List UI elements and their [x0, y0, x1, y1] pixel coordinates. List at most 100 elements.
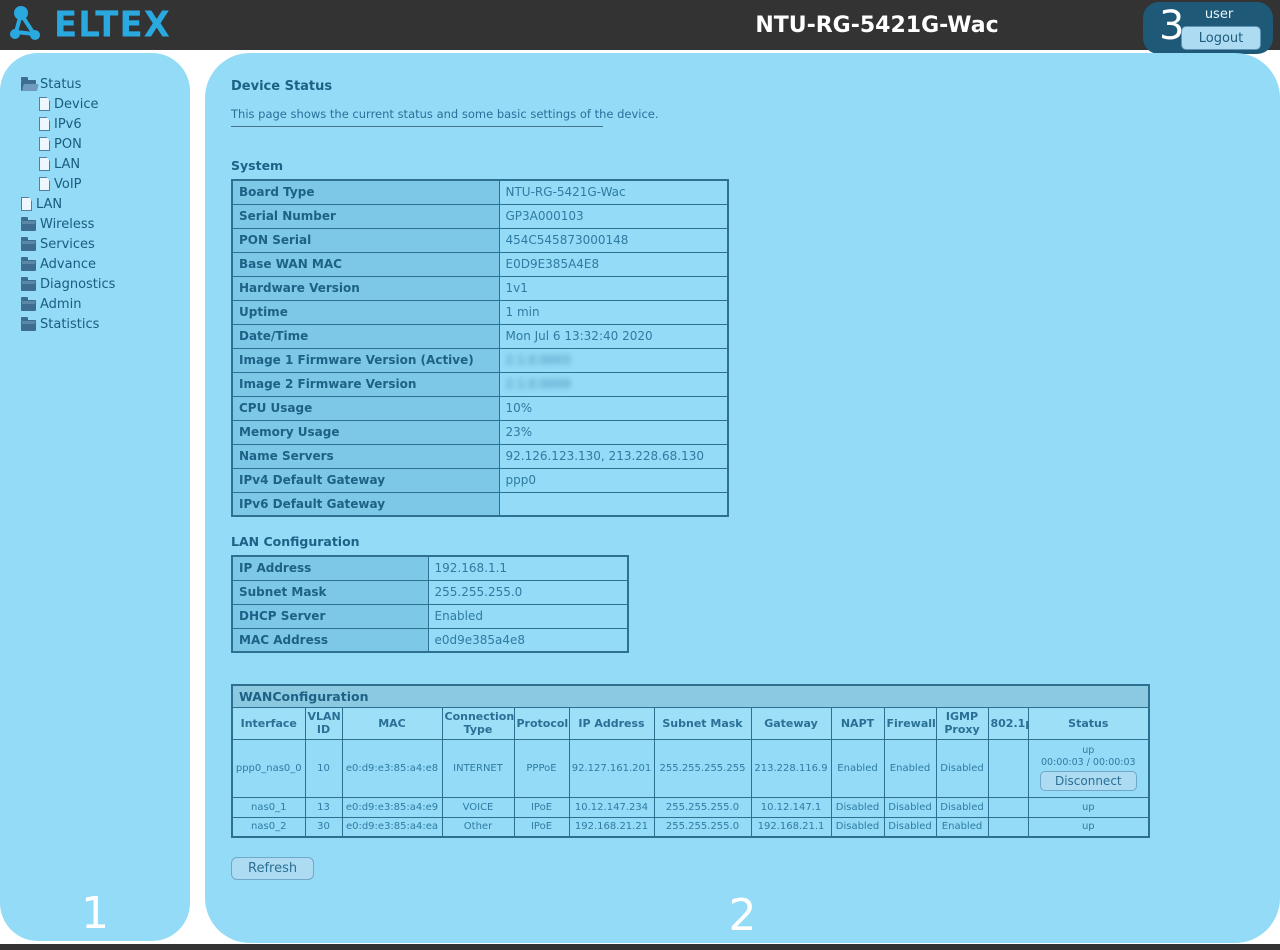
- username-label: user: [1204, 7, 1234, 22]
- sidebar-item[interactable]: Device: [0, 94, 190, 114]
- logout-button[interactable]: Logout: [1181, 26, 1261, 50]
- sidebar-item[interactable]: IPv6: [0, 114, 190, 134]
- cell-firewall: Enabled: [883, 738, 937, 798]
- folder-open-icon: [21, 76, 36, 91]
- folder-icon: [21, 216, 36, 231]
- page-description: This page shows the current status and s…: [231, 107, 659, 121]
- sidebar-item[interactable]: Admin: [0, 294, 190, 314]
- row-value-text: 23%: [505, 425, 533, 439]
- sidebar-item[interactable]: Diagnostics: [0, 274, 190, 294]
- table-row: MAC Address e0d9e385a4e8: [231, 627, 629, 653]
- sidebar-item-label: IPv6: [54, 116, 82, 132]
- row-label: Uptime: [231, 299, 500, 325]
- row-label: IPv6 Default Gateway: [231, 491, 500, 517]
- cell-vlan-id: 10: [304, 738, 343, 798]
- sidebar-item-label: Statistics: [40, 316, 100, 332]
- cell-gateway: 192.168.21.1: [750, 816, 832, 838]
- refresh-button[interactable]: Refresh: [231, 857, 315, 880]
- table-row: Hardware Version 1v1: [231, 275, 729, 301]
- sidebar-item[interactable]: PON: [0, 134, 190, 154]
- table-row: Board Type NTU-RG-5421G-Wac: [231, 179, 729, 205]
- folder-icon: [21, 316, 36, 331]
- sidebar-item[interactable]: VoIP: [0, 174, 190, 194]
- file-icon: [39, 137, 50, 151]
- row-label: Image 2 Firmware Version: [231, 371, 500, 397]
- cell-interface: nas0_2: [231, 816, 306, 838]
- table-row: IPv6 Default Gateway: [231, 491, 729, 517]
- sidebar-item-label: Advance: [40, 256, 96, 272]
- cell-subnet-mask: 255.255.255.0: [653, 816, 752, 838]
- cell-protocol: PPPoE: [513, 738, 570, 798]
- lan-heading: LAN Configuration: [231, 534, 360, 549]
- table-row: CPU Usage 10%: [231, 395, 729, 421]
- row-value: 10%: [498, 395, 729, 421]
- col-header-ip-address: IP Address: [568, 706, 655, 740]
- lan-table: IP Address 192.168.1.1 Subnet Mask 255.2…: [231, 555, 629, 653]
- row-label: Image 1 Firmware Version (Active): [231, 347, 500, 373]
- wan-row-nas0-1: nas0_1 13 e0:d9:e3:85:a4:e9 VOICE IPoE 1…: [231, 796, 1150, 818]
- folder-icon: [21, 236, 36, 251]
- sidebar: Status Device IPv6 PON: [0, 53, 190, 941]
- row-label: MAC Address: [231, 627, 429, 653]
- brand-text: ELTEX: [54, 4, 171, 46]
- cell-firewall: Disabled: [883, 796, 937, 818]
- row-value-text: 10%: [505, 401, 533, 415]
- sidebar-item[interactable]: Advance: [0, 254, 190, 274]
- sidebar-item-label: Admin: [40, 296, 82, 312]
- row-value-text: 1v1: [505, 281, 528, 295]
- cell-connection-type: INTERNET: [441, 738, 515, 798]
- col-header-connection-type: Connection Type: [441, 706, 515, 740]
- col-header-igmp-proxy: IGMP Proxy: [935, 706, 989, 740]
- table-row: Memory Usage 23%: [231, 419, 729, 445]
- table-row: Name Servers 92.126.123.130, 213.228.68.…: [231, 443, 729, 469]
- annotation-number-2: 2: [728, 890, 757, 941]
- wan-title-row: WANConfiguration: [231, 684, 1150, 708]
- row-value: 454C545873000148: [498, 227, 729, 253]
- sidebar-item[interactable]: LAN: [0, 194, 190, 214]
- cell-interface: nas0_1: [231, 796, 306, 818]
- wan-header-row: Interface VLAN ID MAC Connection Type Pr…: [231, 706, 1150, 740]
- col-header-napt: NAPT: [830, 706, 885, 740]
- cell-mac: e0:d9:e3:85:a4:e9: [341, 796, 443, 818]
- row-label: IPv4 Default Gateway: [231, 467, 500, 493]
- row-value: 2.1.0.0009: [498, 371, 729, 397]
- row-value-text: 454C545873000148: [505, 233, 629, 247]
- wan-row-nas0-2: nas0_2 30 e0:d9:e3:85:a4:ea Other IPoE 1…: [231, 816, 1150, 838]
- row-value: Enabled: [427, 603, 629, 629]
- row-label: Date/Time: [231, 323, 500, 349]
- sidebar-item-label: Wireless: [40, 216, 95, 232]
- col-header-firewall: Firewall: [883, 706, 937, 740]
- folder-icon: [21, 296, 36, 311]
- row-value-text: 1 min: [505, 305, 540, 319]
- cell-igmp-proxy: Disabled: [935, 738, 989, 798]
- row-label: Memory Usage: [231, 419, 500, 445]
- cell-vlan-id: 13: [304, 796, 343, 818]
- page-title: Device Status: [231, 79, 333, 94]
- cell-napt: Enabled: [830, 738, 885, 798]
- sidebar-item[interactable]: Statistics: [0, 314, 190, 334]
- row-value-text: e0d9e385a4e8: [434, 632, 526, 647]
- cell-8021p: [987, 796, 1029, 818]
- row-label: Base WAN MAC: [231, 251, 500, 277]
- file-icon: [39, 97, 50, 111]
- cell-protocol: IPoE: [513, 796, 570, 818]
- status-state: up: [1082, 744, 1095, 756]
- cell-interface: ppp0_nas0_0: [231, 738, 306, 798]
- sidebar-item-label: LAN: [36, 196, 63, 212]
- sidebar-item[interactable]: LAN: [0, 154, 190, 174]
- annotation-number-1: 1: [81, 888, 109, 939]
- sidebar-item[interactable]: Status: [0, 74, 190, 94]
- cell-connection-type: Other: [441, 816, 515, 838]
- sidebar-item[interactable]: Wireless: [0, 214, 190, 234]
- sidebar-item[interactable]: Services: [0, 234, 190, 254]
- brand-logo: ELTEX: [8, 4, 171, 46]
- disconnect-button[interactable]: Disconnect: [1039, 771, 1137, 792]
- sidebar-item-label: VoIP: [54, 176, 82, 192]
- table-row: DHCP Server Enabled: [231, 603, 629, 629]
- col-header-status: Status: [1027, 706, 1150, 740]
- row-value: 192.168.1.1: [427, 555, 629, 581]
- table-row: Uptime 1 min: [231, 299, 729, 325]
- row-label: CPU Usage: [231, 395, 500, 421]
- row-value: 255.255.255.0: [427, 579, 629, 605]
